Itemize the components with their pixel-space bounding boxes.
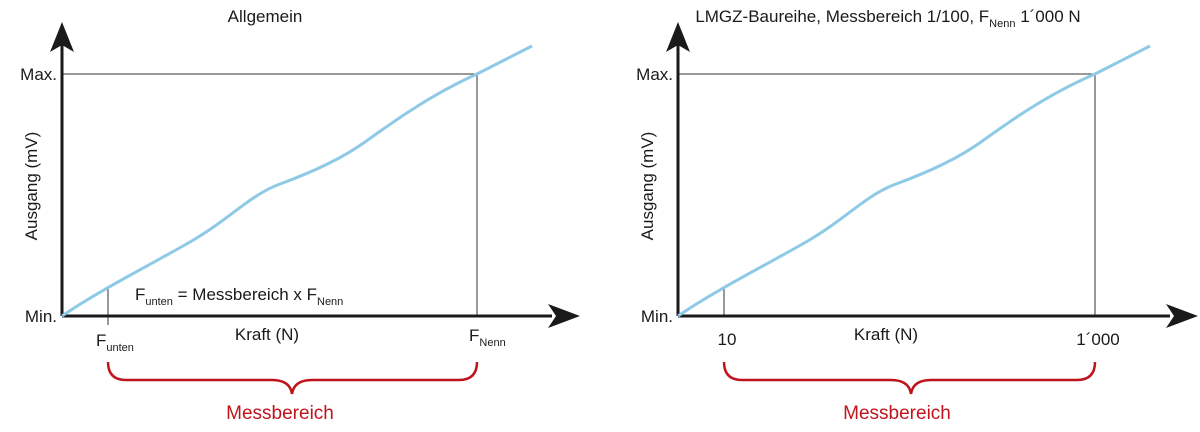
right-10-label: 10	[718, 330, 737, 349]
right-y-arrow	[666, 22, 690, 52]
left-curve	[61, 44, 533, 318]
right-range-label: Messbereich	[843, 403, 951, 424]
right-y-axis-label: Ausgang (mV)	[638, 132, 657, 241]
right-curve	[677, 44, 1151, 318]
right-diagram: LMGZ-Baureihe, Messbereich 1/100, FNenn …	[636, 7, 1198, 424]
left-diagram: Allgemein Max. Min. Ausgang (mV) Kraft (…	[20, 7, 580, 424]
right-x-axis-label: Kraft (N)	[854, 325, 918, 344]
right-min-label: Min.	[641, 307, 673, 326]
right-title: LMGZ-Baureihe, Messbereich 1/100, FNenn …	[695, 7, 1080, 30]
left-min-label: Min.	[25, 307, 57, 326]
left-fnenn-label: FNenn	[469, 326, 506, 349]
left-max-label: Max.	[20, 65, 57, 84]
left-range-label: Messbereich	[226, 403, 334, 424]
right-1000-label: 1´000	[1076, 330, 1119, 349]
left-title: Allgemein	[228, 7, 303, 26]
left-funten-label: Funten	[96, 331, 134, 354]
left-y-arrow	[50, 22, 74, 52]
left-formula: Funten = Messbereich x FNenn	[135, 285, 343, 308]
right-range-brace	[722, 361, 1097, 395]
right-max-label: Max.	[636, 65, 673, 84]
left-x-arrow	[548, 304, 580, 328]
left-range-brace	[106, 361, 479, 395]
right-x-arrow	[1166, 304, 1198, 328]
left-x-axis-label: Kraft (N)	[235, 325, 299, 344]
left-y-axis-label: Ausgang (mV)	[22, 132, 41, 241]
